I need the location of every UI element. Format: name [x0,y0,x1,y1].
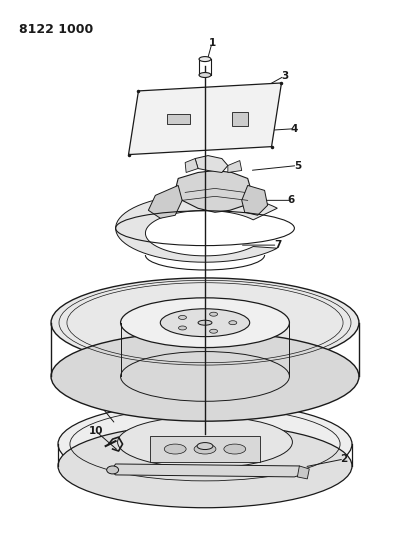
Ellipse shape [197,442,212,449]
Polygon shape [128,83,281,155]
Text: 2: 2 [339,454,347,464]
Polygon shape [167,114,190,124]
Polygon shape [148,185,182,218]
Ellipse shape [209,329,217,333]
Polygon shape [110,464,303,477]
Text: 7: 7 [273,240,281,250]
Polygon shape [297,466,308,479]
Ellipse shape [106,466,118,474]
Ellipse shape [51,332,358,421]
Ellipse shape [178,316,186,319]
Ellipse shape [117,416,292,468]
Polygon shape [227,160,241,173]
Ellipse shape [160,309,249,337]
Ellipse shape [198,56,211,62]
Text: 8122 1000: 8122 1000 [19,23,93,36]
Polygon shape [185,158,198,173]
Ellipse shape [228,321,236,325]
Ellipse shape [58,424,351,508]
Ellipse shape [198,320,211,325]
Polygon shape [150,436,259,462]
Polygon shape [231,112,247,126]
Ellipse shape [178,326,186,330]
Polygon shape [241,185,267,215]
Ellipse shape [51,278,358,367]
Ellipse shape [164,444,186,454]
Text: 5: 5 [293,160,300,171]
Text: 8: 8 [305,369,312,379]
Text: 10: 10 [88,426,103,436]
Text: 3: 3 [280,71,288,81]
Ellipse shape [223,444,245,454]
Ellipse shape [193,444,216,454]
Ellipse shape [198,72,211,77]
Polygon shape [195,156,227,173]
Text: 1: 1 [208,38,215,48]
Polygon shape [175,171,251,212]
Polygon shape [115,194,276,262]
Ellipse shape [120,298,289,348]
Text: 6: 6 [287,196,294,205]
Text: 9: 9 [85,386,92,397]
Ellipse shape [209,312,217,316]
Text: 4: 4 [290,124,297,134]
Ellipse shape [58,402,351,486]
